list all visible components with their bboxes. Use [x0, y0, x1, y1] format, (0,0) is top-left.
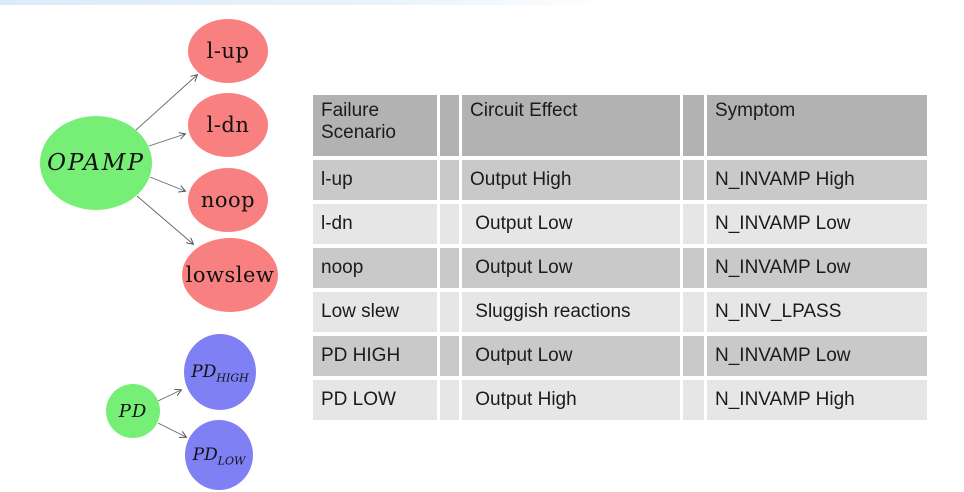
header-failure-scenario: Failure Scenario: [313, 95, 437, 156]
table-header-row: Failure Scenario Circuit Effect Symptom: [313, 95, 927, 156]
node-lowslew-label: lowslew: [185, 263, 275, 287]
cell-spacer: [440, 380, 459, 420]
cell-effect: Output Low: [462, 248, 680, 288]
cell-spacer: [683, 380, 704, 420]
cell-symptom: N_INVAMP Low: [707, 204, 927, 244]
cell-spacer: [440, 336, 459, 376]
cell-scenario: PD LOW: [313, 380, 437, 420]
table-row: noop Output Low N_INVAMP Low: [313, 248, 927, 288]
cell-symptom: N_INV_LPASS: [707, 292, 927, 332]
cell-effect: Output High: [462, 380, 680, 420]
node-noop-label: noop: [200, 188, 256, 212]
node-l-up: l-up: [188, 19, 268, 83]
cell-spacer: [683, 204, 704, 244]
cell-spacer: [683, 336, 704, 376]
cell-spacer: [440, 292, 459, 332]
cell-scenario: PD HIGH: [313, 336, 437, 376]
cell-symptom: N_INVAMP High: [707, 160, 927, 200]
cell-spacer: [440, 204, 459, 244]
table-row: Low slew Sluggish reactions N_INV_LPASS: [313, 292, 927, 332]
cell-spacer: [683, 160, 704, 200]
arrow-opamp-lowslew: [136, 195, 193, 244]
failure-scenario-table: Failure Scenario Circuit Effect Symptom …: [310, 91, 930, 424]
cell-symptom: N_INVAMP High: [707, 380, 927, 420]
cell-symptom: N_INVAMP Low: [707, 248, 927, 288]
table-row: PD HIGH Output Low N_INVAMP Low: [313, 336, 927, 376]
cell-scenario: l-up: [313, 160, 437, 200]
top-decorative-strip: [0, 0, 618, 5]
arrow-pd-pdlow: [157, 422, 186, 437]
cell-symptom: N_INVAMP Low: [707, 336, 927, 376]
node-opamp: OPAMP: [40, 116, 152, 210]
cell-effect: Sluggish reactions: [462, 292, 680, 332]
node-pd-high: PDHIGH: [184, 334, 256, 410]
node-lowslew: lowslew: [182, 238, 278, 312]
cell-scenario: l-dn: [313, 204, 437, 244]
cell-spacer: [440, 160, 459, 200]
cell-scenario: noop: [313, 248, 437, 288]
node-opamp-label: OPAMP: [47, 150, 145, 176]
table-row: l-dn Output Low N_INVAMP Low: [313, 204, 927, 244]
node-l-dn: l-dn: [188, 93, 268, 157]
header-symptom: Symptom: [707, 95, 927, 156]
node-pd-high-label: PDHIGH: [191, 362, 249, 385]
node-l-up-label: l-up: [206, 39, 250, 63]
node-noop: noop: [188, 168, 268, 232]
node-pd: PD: [106, 384, 160, 438]
cell-spacer: [440, 248, 459, 288]
cell-effect: Output Low: [462, 204, 680, 244]
header-spacer-1: [440, 95, 459, 156]
diagram-arrows: [135, 0, 330, 492]
fault-tree-diagram: OPAMP l-up l-dn noop lowslew PD PDHIGH P…: [0, 0, 330, 492]
arrow-pd-pdhigh: [157, 390, 181, 402]
table-row: PD LOW Output High N_INVAMP High: [313, 380, 927, 420]
arrow-opamp-noop: [149, 176, 185, 191]
node-pd-low-label: PDLOW: [192, 445, 246, 468]
node-pd-low: PDLOW: [185, 420, 253, 490]
cell-scenario: Low slew: [313, 292, 437, 332]
node-l-dn-label: l-dn: [206, 113, 250, 137]
cell-spacer: [683, 292, 704, 332]
cell-spacer: [683, 248, 704, 288]
arrow-opamp-ldn: [148, 134, 185, 147]
cell-effect: Output High: [462, 160, 680, 200]
arrow-opamp-lup: [135, 75, 197, 131]
header-circuit-effect: Circuit Effect: [462, 95, 680, 156]
node-pd-label: PD: [118, 400, 148, 422]
table-row: l-up Output High N_INVAMP High: [313, 160, 927, 200]
cell-effect: Output Low: [462, 336, 680, 376]
header-spacer-2: [683, 95, 704, 156]
